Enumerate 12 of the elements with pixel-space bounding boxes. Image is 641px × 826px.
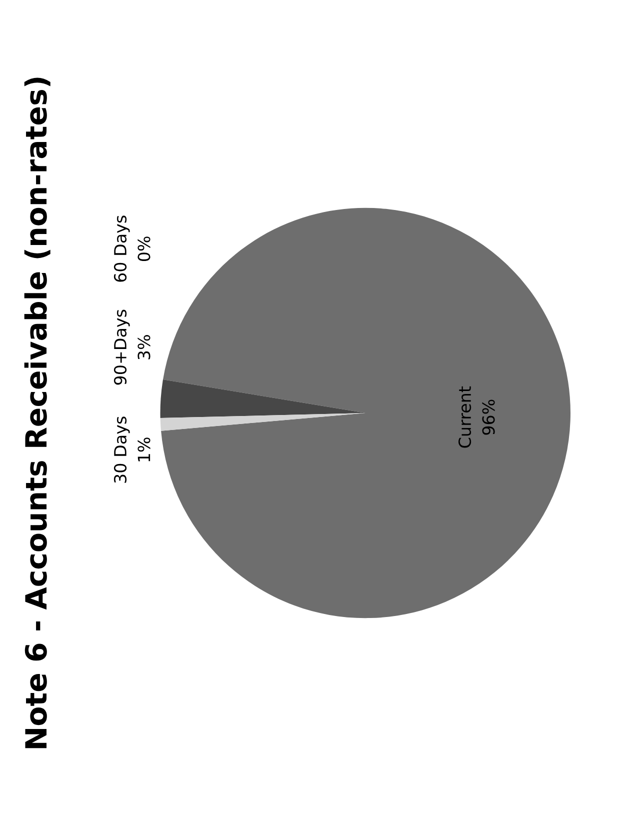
- data-label: 1%: [138, 438, 150, 462]
- pie-slice: [160, 413, 366, 431]
- slice-label: Current: [458, 386, 472, 448]
- data-label: 3%: [138, 335, 150, 360]
- pie-slice: [160, 380, 366, 418]
- slice-label: 30 Days: [114, 416, 130, 483]
- slice-label: 90+Days: [114, 310, 130, 385]
- data-label: 96%: [482, 400, 495, 435]
- category-label: 60 Days: [114, 216, 130, 282]
- text: Note 6 - Accounts Receivable (non-rates): [24, 78, 50, 748]
- pie-slice: [161, 208, 570, 618]
- text: 0%: [138, 236, 150, 262]
